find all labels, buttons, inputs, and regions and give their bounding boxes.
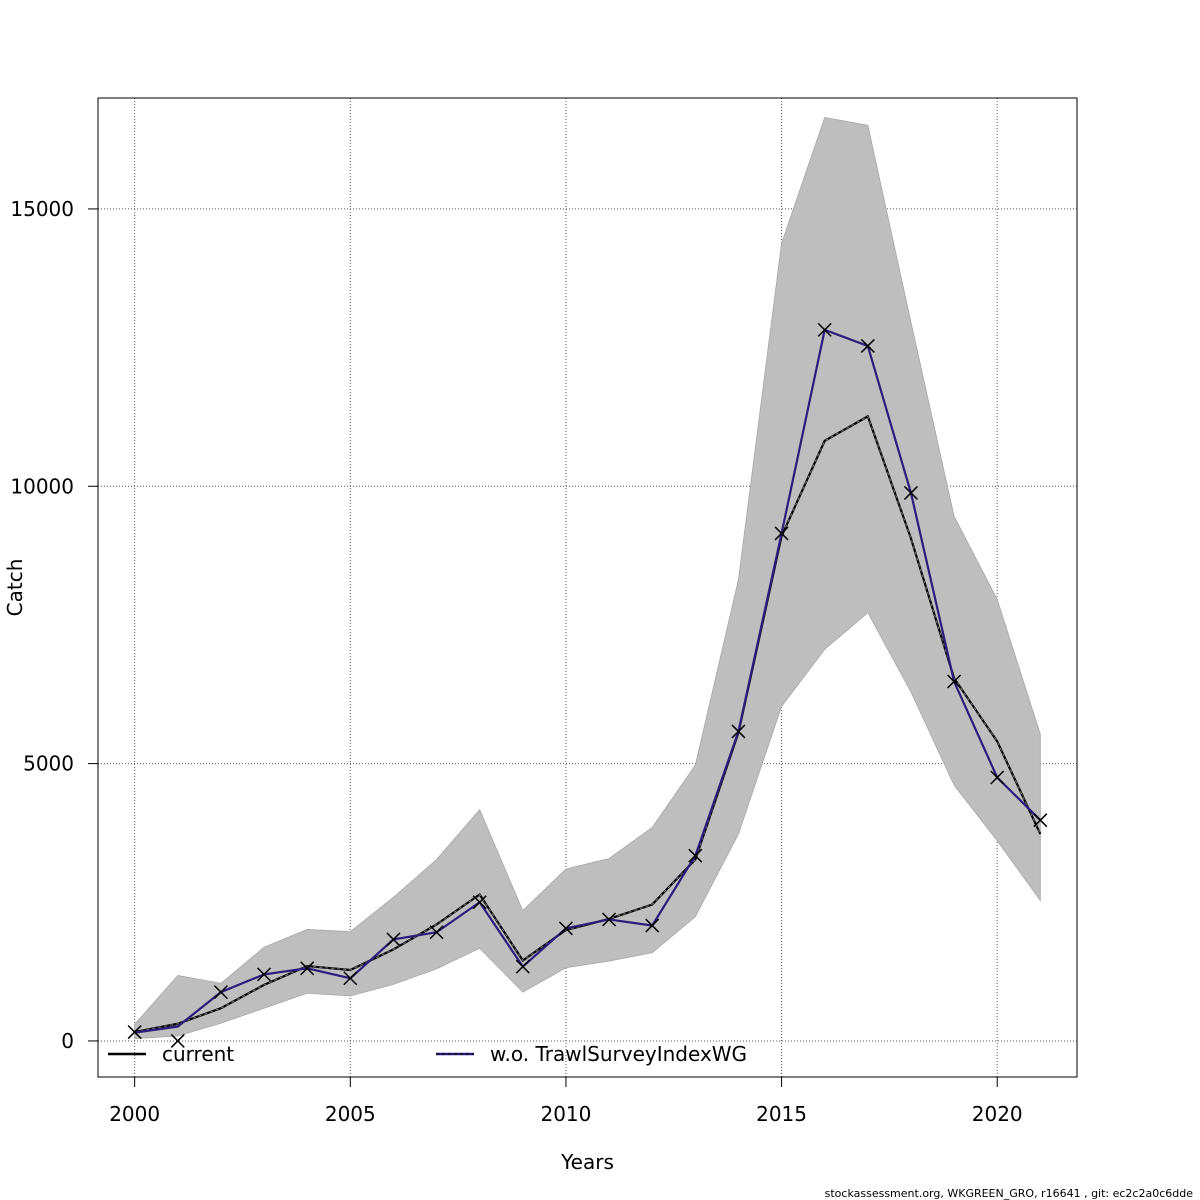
observation-marker-stroke [515,959,530,974]
y-tick-label: 10000 [10,474,74,498]
x-axis: 2000 2005 2010 2015 2020 [109,1076,1023,1126]
observation-marker [300,961,315,976]
observation-marker-stroke [257,967,272,982]
observation-marker [947,674,962,689]
confidence-band [134,116,1041,1040]
observation-marker-stroke [343,971,358,986]
y-tick-label: 5000 [23,752,74,776]
observation-marker [515,959,530,974]
observation-marker [127,1025,142,1040]
observation-marker-stroke [429,925,444,940]
observation-marker-stroke [558,921,573,936]
legend: current w.o. TrawlSurveyIndexWG [108,1042,747,1066]
observation-marker [774,526,789,541]
observation-marker-stroke [731,724,746,739]
observation-marker-stroke [300,961,315,976]
observation-marker-stroke [645,918,660,933]
observation-marker-stroke [903,485,918,500]
observation-marker [860,338,875,353]
observation-marker-stroke [688,848,703,863]
series-line-current-dash [134,415,1041,1033]
x-tick-label: 2010 [540,1102,591,1126]
observation-marker [903,485,918,500]
observation-marker-stroke [817,322,832,337]
footer-credit: stockassessment.org, WKGREEN_GRO, r16641… [825,1187,1194,1200]
y-axis: 0 5000 10000 15000 [10,197,98,1053]
observation-marker-stroke [213,985,228,1000]
legend-label-wo-trawl-survey: w.o. TrawlSurveyIndexWG [490,1042,747,1066]
observation-marker-stroke [774,526,789,541]
x-axis-title: Years [560,1150,614,1174]
observation-markers-layer [127,322,1048,1048]
y-axis-title: Catch [3,559,27,617]
observation-marker-stroke [947,674,962,689]
y-tick-label: 15000 [10,197,74,221]
observation-marker [645,918,660,933]
observation-marker [602,912,617,927]
observation-marker [343,971,358,986]
observation-marker-stroke [472,895,487,910]
observation-marker [170,1033,185,1048]
observation-marker [990,770,1005,785]
x-tick-label: 2020 [972,1102,1023,1126]
observation-marker [213,985,228,1000]
observation-marker [386,932,401,947]
observation-marker [257,967,272,982]
x-tick-label: 2015 [756,1102,807,1126]
observation-marker-stroke [127,1025,142,1040]
observation-marker [472,895,487,910]
x-tick-label: 2005 [325,1102,376,1126]
observation-marker-stroke [602,912,617,927]
series-lines-layer [134,328,1042,1034]
observation-marker [558,921,573,936]
observation-marker [817,322,832,337]
legend-label-current: current [162,1042,234,1066]
observation-marker-stroke [170,1033,185,1048]
observation-marker [429,925,444,940]
observation-marker-stroke [1033,813,1048,828]
confidence-band-layer [134,116,1041,1040]
observation-marker [1033,813,1048,828]
x-tick-label: 2000 [109,1102,160,1126]
y-tick-label: 0 [61,1029,74,1053]
observation-marker-stroke [860,338,875,353]
observation-marker [731,724,746,739]
observation-marker [688,848,703,863]
observation-marker-stroke [386,932,401,947]
observation-marker-stroke [990,770,1005,785]
series-line-wo-trawl-survey [134,328,1042,1034]
